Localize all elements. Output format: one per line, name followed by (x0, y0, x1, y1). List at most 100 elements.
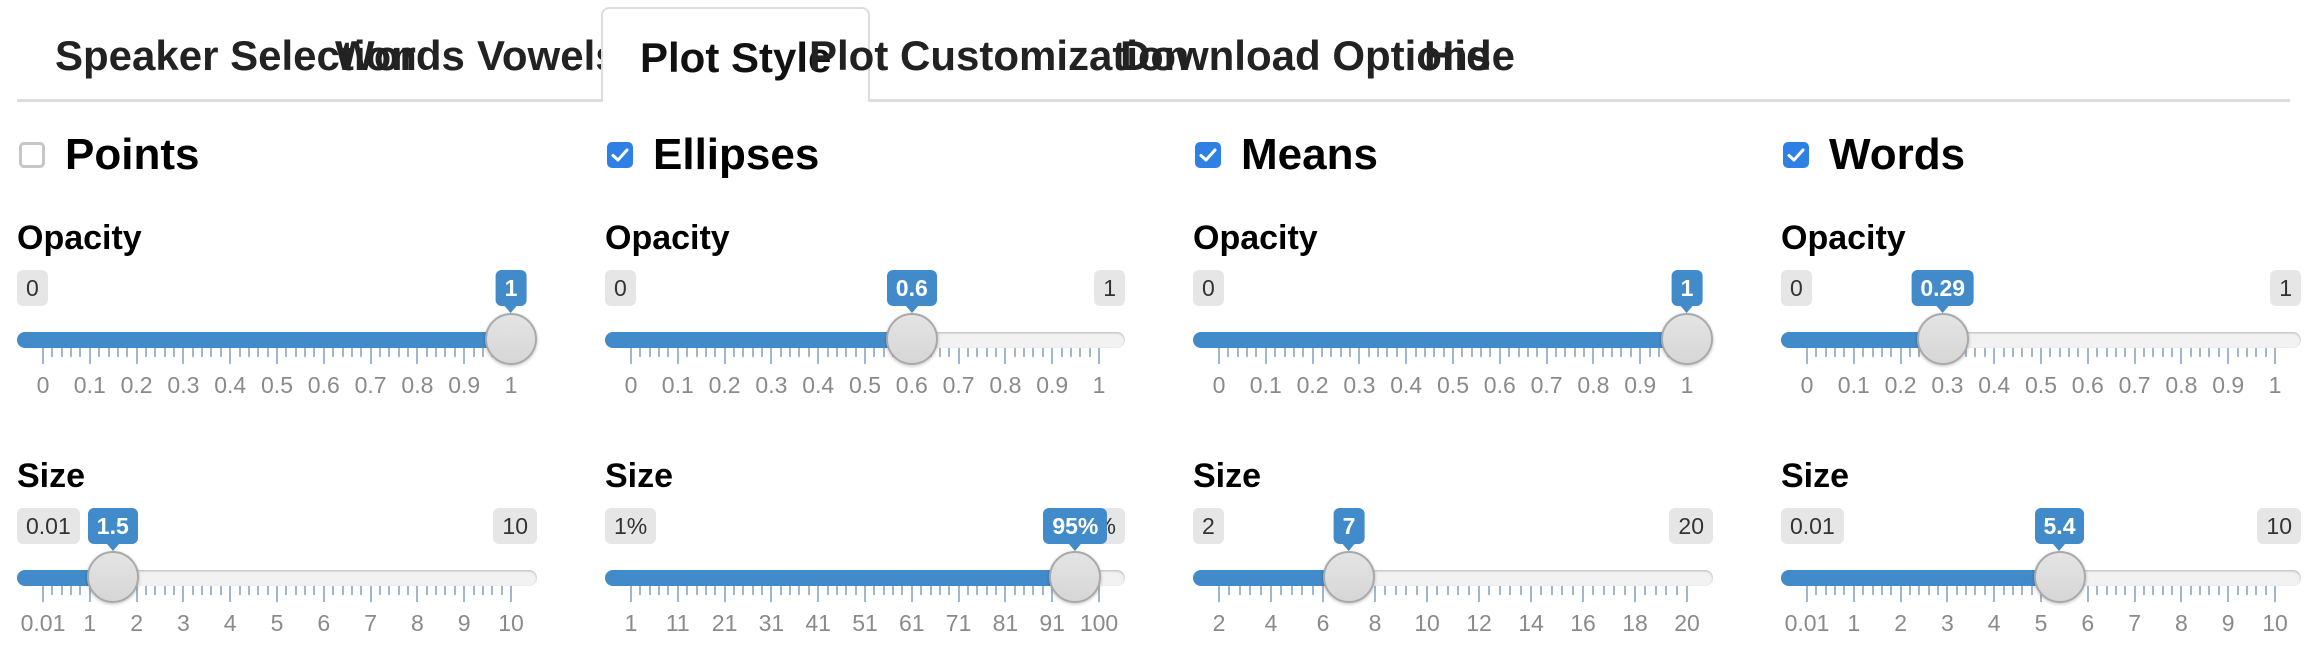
tab-plot-style[interactable]: Plot Style (601, 7, 871, 102)
grid-label: 6 (1316, 610, 1330, 636)
grid-tick (1955, 586, 1958, 595)
grid-tick (1946, 586, 1949, 602)
points-opacity-slider[interactable]: 01100.10.20.30.40.50.60.70.80.91 (17, 270, 537, 400)
grid-tick (70, 586, 73, 595)
grid-label: 0.1 (1249, 372, 1282, 398)
ellipses-opacity-handle[interactable] (885, 313, 938, 365)
points-opacity-track[interactable] (17, 332, 537, 348)
tab-vowels[interactable]: Vowels (477, 32, 619, 79)
grid-tick (144, 586, 147, 595)
grid-tick (1509, 586, 1512, 595)
grid-tick (1274, 348, 1277, 357)
grid-label: 0.5 (849, 372, 881, 398)
grid-tick (472, 586, 475, 595)
grid-tick (1405, 348, 1408, 364)
grid-tick (1871, 586, 1874, 595)
grid-tick (2058, 348, 2061, 357)
grid-tick (2030, 348, 2033, 357)
grid-tick (369, 586, 372, 602)
points-size-handle[interactable] (86, 551, 139, 603)
grid-label: 1 (1680, 372, 1694, 398)
grid-tick (789, 586, 792, 595)
grid-tick (407, 586, 410, 595)
grid-tick (1013, 586, 1016, 595)
grid-label: 8 (1368, 610, 1382, 636)
grid-label: 0.5 (2025, 372, 2057, 398)
grid-label: 9 (2221, 610, 2235, 636)
ellipses-size-grid-labels: 1 11 21 31 41 51 61 71 81 91 100 (605, 608, 1125, 638)
grid-tick (1550, 586, 1553, 595)
tab-download-options[interactable]: Download Options (1120, 32, 1491, 79)
grid-tick (2096, 348, 2099, 357)
grid-label: 0.3 (167, 372, 200, 398)
words-size-slider[interactable]: 0.01 10 5.4 0.01 1 2 3 4 5 6 7 8 9 10 (1781, 508, 2301, 638)
grid-tick (1530, 586, 1532, 602)
grid-tick (1993, 586, 1996, 602)
tab-bar: Speaker Selection Words Vowels Plot Styl… (17, 0, 2290, 102)
grid-tick (2040, 348, 2042, 364)
grid-tick (1536, 348, 1539, 357)
words-opacity-track[interactable] (1781, 332, 2301, 348)
grid-tick (835, 348, 838, 357)
grid-tick (1051, 586, 1054, 602)
grid-tick (835, 586, 838, 595)
ellipses-opacity-track[interactable] (605, 332, 1125, 348)
means-opacity-track[interactable] (1193, 332, 1713, 348)
grid-tick (1880, 348, 1883, 357)
grid-tick (1871, 348, 1874, 357)
words-size-handle[interactable] (2033, 551, 2086, 603)
ellipses-opacity-label: Opacity (605, 219, 730, 257)
words-opacity-slider[interactable]: 0 1 0.29 0 0.1 0.2 0.3 0.4 0.5 0.6 0.7 0.8 0.9 1 (1781, 270, 2301, 400)
tab-plot-customization[interactable]: Plot Customization (809, 32, 1190, 79)
grid-tick (1280, 586, 1283, 595)
grid-tick (1004, 348, 1007, 364)
grid-tick (1218, 348, 1220, 364)
grid-label: 6 (2081, 610, 2095, 636)
grid-tick (463, 586, 466, 602)
means-checkbox[interactable] (1195, 142, 1221, 168)
means-opacity-slider[interactable]: 01100.10.20.30.40.50.60.70.80.91 (1193, 270, 1713, 400)
grid-tick (1862, 348, 1865, 357)
tab-words[interactable]: Words (335, 32, 465, 79)
grid-tick (1899, 348, 1902, 364)
points-opacity-handle[interactable] (485, 313, 537, 365)
grid-tick (350, 348, 353, 357)
grid-label: 0.2 (708, 372, 741, 398)
grid-tick (2171, 348, 2174, 357)
means-size-track[interactable] (1193, 570, 1713, 586)
grid-tick (742, 586, 745, 595)
ellipses-opacity-slider[interactable]: 0 1 0.6 0 0.1 0.2 0.3 0.4 0.5 0.6 0.7 0.8 0.9 1 (605, 270, 1125, 400)
checkmark-icon (611, 148, 629, 162)
grid-tick (1467, 586, 1470, 595)
grid-tick (1629, 348, 1632, 357)
grid-tick (667, 586, 670, 595)
ellipses-size-track[interactable] (605, 570, 1125, 586)
means-size-slider[interactable]: 2 20 7 2 4 6 8 10 12 14 16 18 20 (1193, 508, 1713, 638)
grid-tick (453, 586, 456, 595)
grid-label: 0.2 (1296, 372, 1329, 398)
points-checkbox[interactable] (19, 142, 45, 168)
grid-tick (2124, 586, 2127, 595)
points-opacity-min-badge: 0 (17, 270, 48, 306)
words-opacity-handle[interactable] (1916, 313, 1969, 365)
points-size-slider[interactable]: 0.01 10 1.5 0.01 1 2 3 4 5 6 7 8 9 10 (17, 508, 537, 638)
grid-tick (369, 348, 372, 364)
words-checkbox[interactable] (1783, 142, 1809, 168)
ellipses-opacity-grid-labels: 0 0.1 0.2 0.3 0.4 0.5 0.6 0.7 0.8 0.9 1 (605, 370, 1125, 400)
grid-tick (2096, 586, 2099, 595)
tab-speaker-selection[interactable]: Speaker Selection (55, 32, 417, 79)
means-opacity-ticks (1193, 348, 1713, 368)
grid-tick (2245, 586, 2248, 595)
grid-tick (332, 348, 335, 357)
grid-tick (500, 586, 503, 595)
tab-hide[interactable]: Hide (1424, 32, 1516, 79)
grid-tick (1815, 586, 1818, 595)
grid-tick (2105, 586, 2108, 595)
ellipses-checkbox[interactable] (607, 142, 633, 168)
grid-tick (948, 348, 951, 357)
ellipses-size-handle[interactable] (1049, 551, 1102, 603)
means-size-handle[interactable] (1323, 551, 1375, 603)
means-opacity-handle[interactable] (1661, 313, 1713, 365)
grid-tick (1374, 586, 1376, 602)
